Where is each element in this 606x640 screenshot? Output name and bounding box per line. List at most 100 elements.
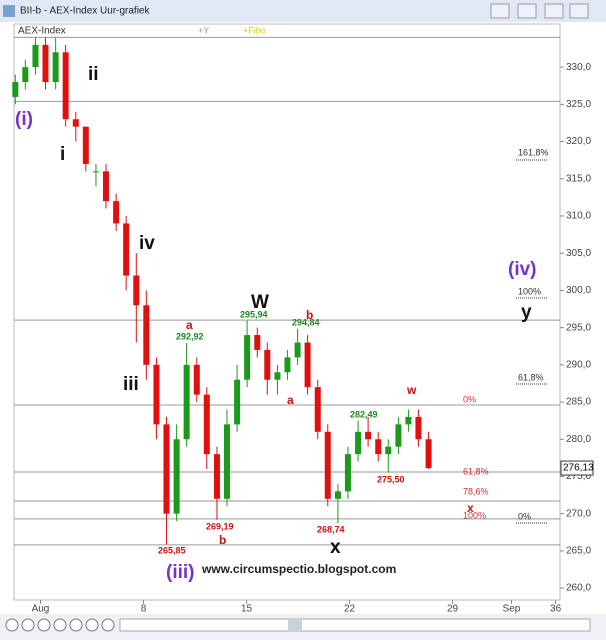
candle-body — [425, 439, 432, 469]
y-tick-label: 320,0 — [566, 136, 591, 147]
fib-label: 61,8% — [463, 466, 489, 476]
candle-body — [173, 439, 180, 514]
x-tick-label: 36 — [550, 604, 562, 615]
fib-rulers — [516, 159, 548, 524]
legend-item: +Y — [198, 25, 209, 35]
scroll-thumb[interactable] — [288, 620, 302, 630]
candle-body — [324, 431, 331, 499]
y-tick-label: 325,0 — [566, 99, 591, 110]
annotation: x — [330, 537, 341, 558]
candle-body — [254, 335, 261, 350]
x-tick-label: 22 — [344, 604, 356, 615]
candle-body — [405, 416, 412, 425]
annotation: 292,92 — [176, 331, 204, 341]
app-icon — [3, 5, 15, 17]
candle-body — [82, 126, 89, 164]
annotation: ii — [88, 64, 99, 85]
x-tick-label: 29 — [447, 604, 459, 615]
tool-button[interactable] — [101, 618, 115, 632]
button[interactable] — [517, 3, 537, 19]
candle-body — [203, 394, 210, 455]
annotation: 269,19 — [206, 521, 234, 531]
candle-body — [234, 379, 241, 425]
x-tick-label: 8 — [141, 604, 147, 615]
annotation: b — [306, 308, 313, 322]
watermark: www.circumspectio.blogspot.com — [201, 562, 396, 576]
toolbar-buttons[interactable] — [5, 618, 115, 632]
window-buttons[interactable] — [490, 3, 589, 19]
y-tick-label: 270,0 — [566, 508, 591, 519]
annotation: (i) — [15, 109, 33, 130]
scrollbar[interactable] — [119, 618, 591, 632]
candle-body — [344, 454, 351, 492]
candle-body — [123, 223, 130, 276]
y-tick-label: 280,0 — [566, 434, 591, 445]
candle-body — [415, 416, 422, 440]
y-tick-label: 305,0 — [566, 248, 591, 259]
fib-label: 100% — [463, 510, 486, 520]
annotation: iii — [123, 374, 139, 395]
tool-button[interactable] — [5, 618, 19, 632]
y-tick-label: 310,0 — [566, 211, 591, 222]
candle-body — [163, 424, 170, 514]
fib-label: 100% — [518, 286, 541, 296]
annotation: iv — [139, 233, 155, 254]
annotation: 294,84 — [292, 317, 320, 327]
last-price-label: 276,13 — [563, 463, 594, 474]
x-tick-label: Aug — [32, 604, 50, 615]
candle-body — [102, 171, 109, 202]
annotation: (iv) — [508, 259, 537, 280]
fib-label: 161,8% — [518, 147, 549, 157]
legend-item: AEX-Index — [18, 26, 66, 37]
candle-body — [274, 372, 281, 380]
y-tick-label: 330,0 — [566, 62, 591, 73]
plot-area — [13, 23, 561, 601]
y-tick-label: 285,0 — [566, 397, 591, 408]
candle-body — [133, 275, 140, 306]
candle-body — [12, 82, 19, 97]
y-tick-label: 260,0 — [566, 583, 591, 594]
tool-button[interactable] — [85, 618, 99, 632]
y-tick-label: 290,0 — [566, 359, 591, 370]
annotation: b — [219, 533, 226, 547]
annotation: 268,74 — [317, 524, 345, 534]
button[interactable] — [490, 3, 510, 19]
candle-body — [375, 439, 382, 455]
candle-body — [223, 424, 230, 499]
button[interactable] — [544, 3, 564, 19]
candle-body — [314, 387, 321, 432]
annotation: 282,49 — [350, 409, 378, 419]
annotation: (iii) — [166, 562, 195, 583]
button[interactable] — [569, 3, 589, 19]
candle-body — [264, 349, 271, 380]
candle-body — [355, 431, 362, 455]
candle-body — [52, 52, 59, 83]
candle-body — [304, 342, 311, 388]
y-tick-label: 300,0 — [566, 285, 591, 296]
annotation: x — [467, 501, 474, 515]
y-tick-label: 315,0 — [566, 173, 591, 184]
fib-label: 0% — [463, 394, 476, 404]
window-title: BII-b - AEX-Index Uur-grafiek — [20, 6, 150, 17]
annotation: 275,50 — [377, 474, 405, 484]
candle-body — [334, 491, 341, 499]
candle-body — [385, 446, 392, 455]
tool-button[interactable] — [53, 618, 67, 632]
annotation: a — [287, 393, 294, 407]
candle-body — [183, 364, 190, 440]
x-tick-label: Sep — [503, 604, 521, 615]
tool-button[interactable] — [21, 618, 35, 632]
annotation: y — [521, 302, 532, 323]
candle-body — [244, 335, 251, 380]
candle-body — [294, 342, 301, 358]
y-tick-label: 295,0 — [566, 322, 591, 333]
legend-item: +Fibo — [243, 25, 266, 35]
candle-body — [143, 305, 150, 365]
candle-body — [153, 364, 160, 425]
annotation: i — [60, 144, 65, 165]
candle-body — [365, 431, 372, 440]
tool-button[interactable] — [37, 618, 51, 632]
tool-button[interactable] — [69, 618, 83, 632]
